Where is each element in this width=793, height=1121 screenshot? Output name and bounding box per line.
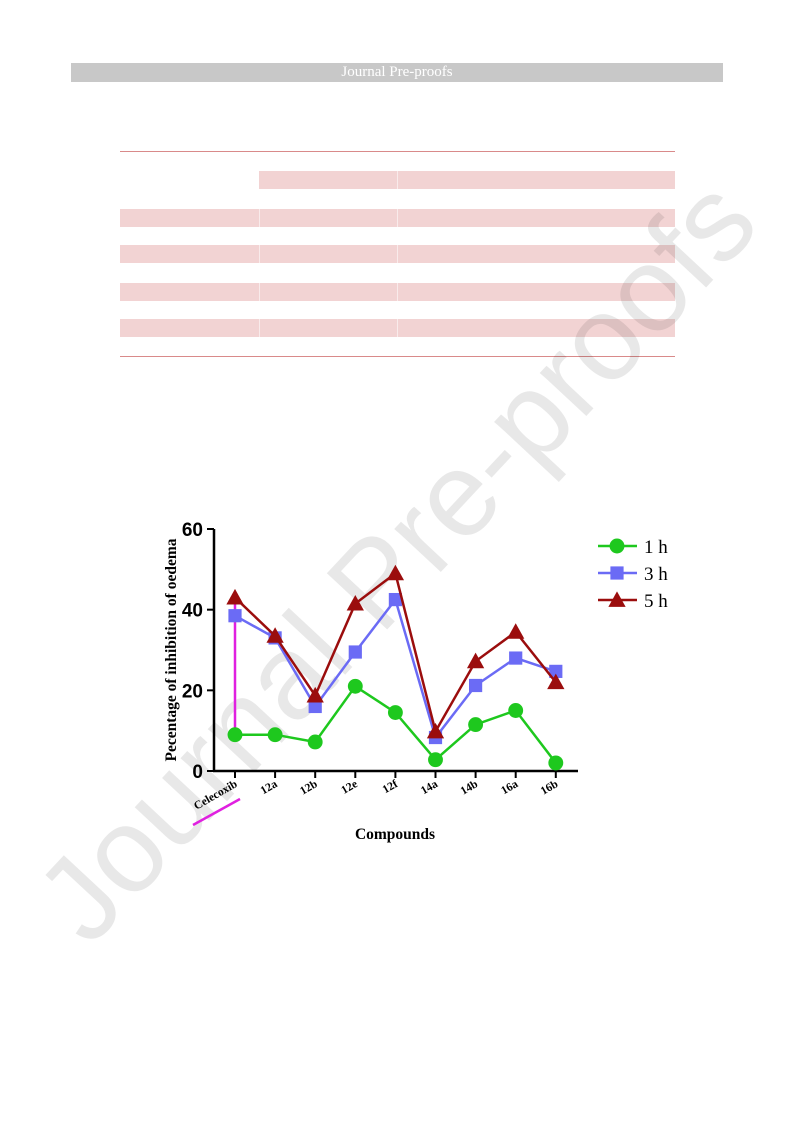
chart-legend: 1 h 3 h 5 h: [598, 537, 668, 612]
table-row-band: [120, 283, 675, 301]
legend-label: 3 h: [644, 564, 668, 585]
x-tick-label: 14a: [419, 778, 440, 797]
point-marker-square: [308, 699, 322, 714]
series-line: [235, 684, 557, 764]
x-tick-label: Celecoxib: [192, 778, 239, 812]
x-tick-label: 12f: [381, 778, 400, 796]
point-marker-circle: [267, 727, 283, 743]
point-marker-triangle: [346, 594, 364, 611]
x-axis-label: Compounds: [355, 826, 435, 843]
point-marker-circle: [468, 717, 484, 733]
point-marker-square: [348, 645, 362, 659]
celecoxib-highlight-underline: [192, 797, 241, 827]
point-marker-square: [549, 664, 563, 678]
y-tick-label: 20: [182, 681, 203, 702]
point-marker-circle: [227, 727, 243, 743]
series-1-h: [227, 678, 564, 771]
legend-item: 3 h: [598, 564, 668, 585]
point-marker-triangle: [306, 686, 324, 703]
x-tick-label: 16b: [539, 778, 561, 797]
point-marker-square: [509, 651, 523, 665]
x-tick-label: 12a: [259, 778, 280, 797]
legend-label: 5 h: [644, 591, 668, 612]
point-marker-circle: [428, 752, 443, 768]
data-table: [120, 151, 675, 357]
point-marker-square: [469, 678, 483, 693]
table-bottom-rule: [120, 356, 675, 357]
point-marker-triangle: [426, 722, 445, 739]
y-tick-label: 0: [192, 762, 203, 783]
point-marker-square: [610, 566, 624, 580]
y-tick-label: 40: [182, 601, 203, 622]
point-marker-triangle: [386, 564, 405, 581]
point-marker-square: [228, 609, 242, 623]
table-row-band: [120, 245, 675, 263]
point-marker-circle: [307, 734, 323, 750]
table-header-band: [259, 171, 675, 189]
journal-header-title: Journal Pre-proofs: [341, 64, 453, 80]
legend-item: 5 h: [598, 591, 668, 612]
point-marker-circle: [508, 703, 524, 718]
legend-label: 1 h: [644, 537, 668, 558]
legend-item: 1 h: [598, 537, 668, 558]
y-tick-label: 60: [182, 520, 203, 541]
journal-header-bar: Journal Pre-proofs: [71, 63, 723, 82]
point-marker-square: [388, 592, 402, 607]
point-marker-triangle: [226, 588, 244, 605]
point-marker-triangle: [266, 627, 284, 643]
series-3-h: [228, 592, 563, 745]
x-tick-label: 14b: [459, 778, 481, 797]
table-row-band: [120, 209, 675, 227]
series-5-h: [226, 564, 565, 739]
x-tick-label: 12e: [339, 778, 359, 797]
table-row-band: [120, 319, 675, 337]
y-axis-label: Pecentage of inhibition of oedema: [163, 538, 180, 761]
x-tick-label: 12b: [298, 778, 320, 797]
point-marker-triangle: [547, 673, 565, 690]
point-marker-triangle: [466, 652, 485, 669]
point-marker-triangle: [608, 591, 626, 607]
point-marker-circle: [609, 538, 625, 554]
point-marker-circle: [548, 755, 564, 771]
point-marker-circle: [387, 705, 403, 720]
point-marker-triangle: [507, 623, 525, 639]
x-tick-label: 16a: [499, 778, 520, 797]
table-top-rule: [120, 151, 675, 152]
point-marker-circle: [347, 678, 363, 694]
